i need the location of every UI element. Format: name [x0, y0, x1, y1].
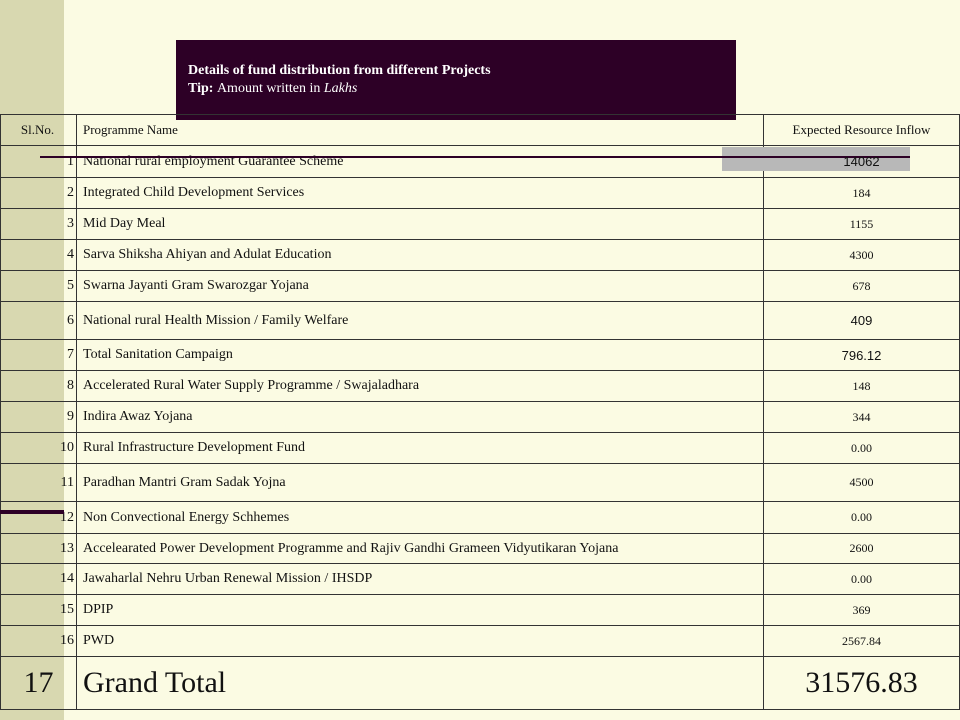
table-header-row: Sl.No. Programme Name Expected Resource …: [0, 114, 960, 146]
row-inflow-value: 369: [763, 594, 960, 626]
row-programme-name: National rural employment Guarantee Sche…: [76, 145, 764, 178]
row-sl-no: 3: [0, 208, 77, 240]
table-row: 3 Mid Day Meal 1155: [0, 208, 960, 240]
grand-total-row: 17 Grand Total 31576.83: [0, 656, 960, 710]
row-programme-name: Rural Infrastructure Development Fund: [76, 432, 764, 464]
row-inflow-value: 344: [763, 401, 960, 433]
row-programme-name: PWD: [76, 625, 764, 657]
row-sl-no: 11: [0, 463, 77, 502]
header-expected-inflow: Expected Resource Inflow: [763, 114, 960, 146]
tip-text: Amount written in: [216, 81, 321, 96]
tip-unit: Lakhs: [323, 81, 358, 96]
row-inflow-value: 409: [763, 301, 960, 340]
row-inflow-value: 4300: [763, 239, 960, 271]
row-sl-no: 2: [0, 177, 77, 209]
row-sl-no: 14: [0, 563, 77, 595]
row-sl-no: 6: [0, 301, 77, 340]
row-inflow-value: 14062: [763, 145, 960, 178]
row-programme-name: Non Convectional Energy Schhemes: [76, 501, 764, 534]
grand-total-label: Grand Total: [76, 656, 764, 710]
row-sl-no: 1: [0, 145, 77, 178]
row-inflow-value: 1155: [763, 208, 960, 240]
row-sl-no: 15: [0, 594, 77, 626]
fund-table: Sl.No. Programme Name Expected Resource …: [0, 114, 960, 710]
row-inflow-value: 678: [763, 270, 960, 302]
row-sl-no: 13: [0, 533, 77, 564]
title-banner: Details of fund distribution from differ…: [176, 40, 736, 120]
row-sl-no: 9: [0, 401, 77, 433]
table-row: 4 Sarva Shiksha Ahiyan and Adulat Educat…: [0, 239, 960, 271]
table-row: 7 Total Sanitation Campaign 796.12: [0, 339, 960, 371]
tip-line: Tip: Amount written in Lakhs: [188, 80, 736, 98]
row-inflow-value: 184: [763, 177, 960, 209]
grand-total-value: 31576.83: [763, 656, 960, 710]
row-programme-name: Accelearated Power Development Programme…: [76, 533, 764, 564]
row-sl-no: 8: [0, 370, 77, 402]
row-sl-no: 12: [0, 501, 77, 534]
row-inflow-value: 4500: [763, 463, 960, 502]
table-row: 9 Indira Awaz Yojana 344: [0, 401, 960, 433]
table-row: 11 Paradhan Mantri Gram Sadak Yojna 4500: [0, 463, 960, 502]
table-row: 5 Swarna Jayanti Gram Swarozgar Yojana 6…: [0, 270, 960, 302]
total-sl-no: 17: [0, 656, 77, 710]
row-programme-name: Sarva Shiksha Ahiyan and Adulat Educatio…: [76, 239, 764, 271]
row-programme-name: Jawaharlal Nehru Urban Renewal Mission /…: [76, 563, 764, 595]
row-marker-line: [0, 510, 64, 514]
row-programme-name: Integrated Child Development Services: [76, 177, 764, 209]
row-programme-name: Total Sanitation Campaign: [76, 339, 764, 371]
row-sl-no: 16: [0, 625, 77, 657]
table-row: 13 Accelearated Power Development Progra…: [0, 533, 960, 564]
row-inflow-value: 0.00: [763, 432, 960, 464]
row-inflow-value: 2600: [763, 533, 960, 564]
table-row: 12 Non Convectional Energy Schhemes 0.00: [0, 501, 960, 534]
table-row: 2 Integrated Child Development Services …: [0, 177, 960, 209]
tip-label: Tip:: [188, 81, 214, 96]
row-inflow-value: 796.12: [763, 339, 960, 371]
row-sl-no: 7: [0, 339, 77, 371]
table-row: 14 Jawaharlal Nehru Urban Renewal Missio…: [0, 563, 960, 595]
table-row: 6 National rural Health Mission / Family…: [0, 301, 960, 340]
header-sl-no: Sl.No.: [0, 114, 77, 146]
row-inflow-value: 148: [763, 370, 960, 402]
row-programme-name: DPIP: [76, 594, 764, 626]
table-row: 10 Rural Infrastructure Development Fund…: [0, 432, 960, 464]
row-sl-no: 4: [0, 239, 77, 271]
page-title: Details of fund distribution from differ…: [188, 63, 491, 78]
row-programme-name: Mid Day Meal: [76, 208, 764, 240]
row-inflow-value: 0.00: [763, 501, 960, 534]
row-programme-name: Paradhan Mantri Gram Sadak Yojna: [76, 463, 764, 502]
strike-through-line: [40, 156, 910, 158]
row-inflow-value: 0.00: [763, 563, 960, 595]
row-programme-name: Accelerated Rural Water Supply Programme…: [76, 370, 764, 402]
table-row: 8 Accelerated Rural Water Supply Program…: [0, 370, 960, 402]
row-programme-name: Indira Awaz Yojana: [76, 401, 764, 433]
row-sl-no: 5: [0, 270, 77, 302]
table-row: 16 PWD 2567.84: [0, 625, 960, 657]
row-inflow-value: 2567.84: [763, 625, 960, 657]
row-programme-name: Swarna Jayanti Gram Swarozgar Yojana: [76, 270, 764, 302]
table-row: 15 DPIP 369: [0, 594, 960, 626]
table-row: 1 National rural employment Guarantee Sc…: [0, 145, 960, 178]
row-sl-no: 10: [0, 432, 77, 464]
header-programme-name: Programme Name: [76, 114, 764, 146]
row-programme-name: National rural Health Mission / Family W…: [76, 301, 764, 340]
